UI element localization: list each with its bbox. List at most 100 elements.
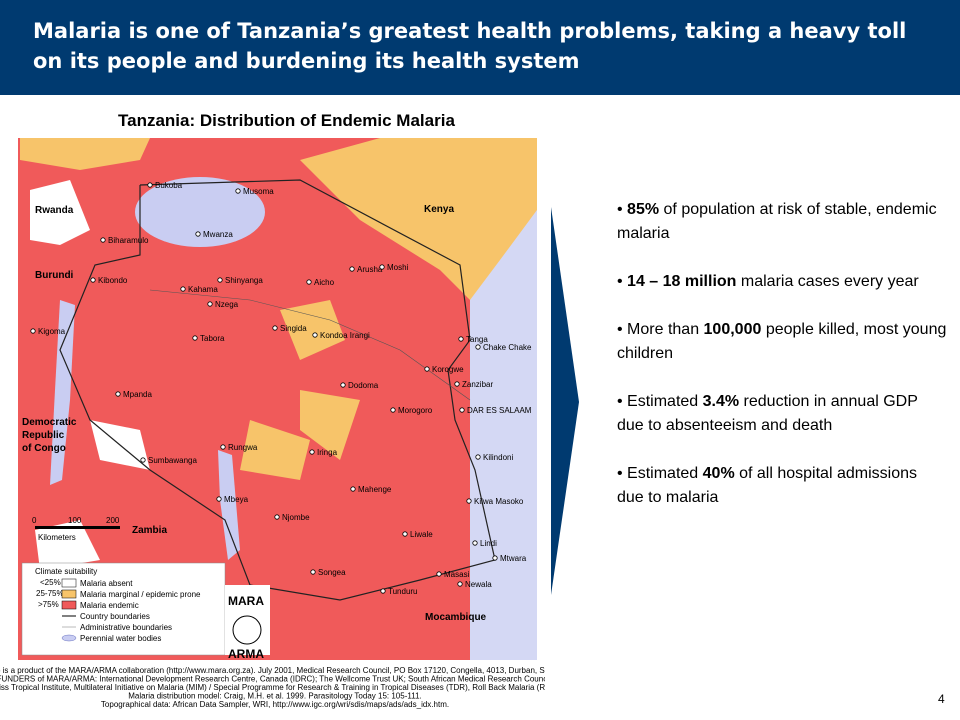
city-dot: [140, 457, 146, 463]
city-label: Kahama: [188, 285, 218, 294]
bullet-text: people killed, most young children: [617, 321, 947, 362]
logo-text: MARA: [228, 594, 264, 608]
city-dot: [235, 188, 241, 194]
city-label: DAR ES SALAAM: [467, 406, 532, 415]
city-label: Mwanza: [203, 230, 233, 239]
header: Malaria is one of Tanzania’s greatest he…: [0, 0, 960, 95]
country-label: Mocambique: [425, 612, 487, 623]
country-label: Rwanda: [35, 205, 74, 216]
bullet: 14 – 18 million malaria cases every year: [617, 270, 947, 294]
city-dot: [475, 454, 481, 460]
city-label: Kondoa Irangi: [320, 331, 370, 340]
city-dot: [466, 498, 472, 504]
city-dot: [180, 286, 186, 292]
city-label: Musoma: [243, 187, 274, 196]
source-line: Swiss Tropical Institute, Multilateral I…: [0, 683, 545, 692]
city-dot: [349, 266, 355, 272]
city-label: Mtwara: [500, 554, 527, 563]
city-label: Iringa: [317, 448, 338, 457]
city-label: Morogoro: [398, 406, 433, 415]
city-label: Shinyanga: [225, 276, 263, 285]
city-label: Lindi: [480, 539, 497, 548]
bullet-text: 100,000: [703, 321, 762, 338]
country-label: Zambia: [132, 525, 167, 536]
bullet: Estimated 3.4% reduction in annual GDP d…: [617, 390, 947, 438]
legend-range: >75%: [38, 600, 59, 609]
country-label: of Congo: [22, 443, 66, 454]
legend-label: Country boundaries: [80, 612, 150, 621]
map-title: Tanzania: Distribution of Endemic Malari…: [118, 111, 455, 130]
city-label: Chake Chake: [483, 343, 532, 352]
city-dot: [402, 531, 408, 537]
scale-tick: 0: [32, 516, 37, 525]
country-label: Democratic: [22, 417, 77, 428]
city-dot: [312, 332, 318, 338]
legend-label: Malaria endemic: [80, 601, 139, 610]
bullet-text: 85%: [627, 201, 660, 218]
scale-tick: 100: [68, 516, 82, 525]
country-label: Republic: [22, 430, 65, 441]
city-label: Tabora: [200, 334, 225, 343]
source-line: This map is a product of the MARA/ARMA c…: [0, 666, 545, 675]
city-dot: [207, 301, 213, 307]
city-dot: [390, 407, 396, 413]
city-dot: [475, 344, 481, 350]
city-label: Songea: [318, 568, 346, 577]
bullet-text: of population at risk of stable, endemic…: [617, 201, 937, 242]
city-dot: [379, 264, 385, 270]
legend-title: Climate suitability: [35, 567, 97, 576]
city-label: Mpanda: [123, 390, 152, 399]
slide-title: Malaria is one of Tanzania’s greatest he…: [33, 19, 907, 73]
bullet-text: 3.4%: [702, 393, 740, 410]
bullet-text: More than: [627, 321, 704, 338]
city-dot: [492, 555, 498, 561]
map-image: [18, 138, 537, 660]
city-dot: [216, 496, 222, 502]
source-line: Malaria distribution model: Craig, M.H. …: [128, 692, 422, 701]
map: Tanzania: Distribution of Endemic Malari…: [0, 111, 545, 709]
bullet-text: 40%: [702, 465, 735, 482]
city-dot: [147, 182, 153, 188]
scale-tick: 200: [106, 516, 120, 525]
bullet-text: Estimated: [627, 393, 703, 410]
city-label: Tunduru: [388, 587, 418, 596]
bullet-text: Estimated: [627, 465, 703, 482]
bullet-list: 85% of population at risk of stable, end…: [617, 198, 947, 534]
city-dot: [436, 571, 442, 577]
city-dot: [424, 366, 430, 372]
city-dot: [380, 588, 386, 594]
legend-label: Malaria absent: [80, 579, 133, 588]
legend-label: Administrative boundaries: [80, 623, 172, 632]
city-dot: [458, 336, 464, 342]
city-label: Arusha: [357, 265, 383, 274]
city-dot: [340, 382, 346, 388]
page-number: 4: [938, 692, 945, 706]
city-label: Mbeya: [224, 495, 249, 504]
city-dot: [100, 237, 106, 243]
city-label: Moshi: [387, 263, 409, 272]
city-dot: [115, 391, 121, 397]
city-label: Aicho: [314, 278, 335, 287]
scale-bar: 0 100 200 Kilometers: [32, 516, 120, 542]
source-line: Topographical data: African Data Sampler…: [101, 700, 449, 709]
legend-label: Malaria marginal / epidemic prone: [80, 590, 201, 599]
city-dot: [459, 407, 465, 413]
city-dot: [192, 335, 198, 341]
city-dot: [350, 486, 356, 492]
city-label: Kibondo: [98, 276, 128, 285]
bullet: More than 100,000 people killed, most yo…: [617, 318, 947, 366]
city-dot: [217, 277, 223, 283]
city-label: Tanga: [466, 335, 488, 344]
bullet: Estimated 40% of all hospital admissions…: [617, 462, 947, 510]
city-label: Masasi: [444, 570, 470, 579]
city-dot: [90, 277, 96, 283]
city-dot: [195, 231, 201, 237]
city-label: Biharamulo: [108, 236, 149, 245]
legend-label: Perennial water bodies: [80, 634, 161, 643]
city-dot: [310, 569, 316, 575]
bullet-text: reduction in annual GDP due to absenteei…: [617, 393, 918, 434]
legend: Climate suitability <25% 25-75% >75% Mal…: [35, 567, 201, 643]
city-label: Dodoma: [348, 381, 379, 390]
city-dot: [306, 279, 312, 285]
